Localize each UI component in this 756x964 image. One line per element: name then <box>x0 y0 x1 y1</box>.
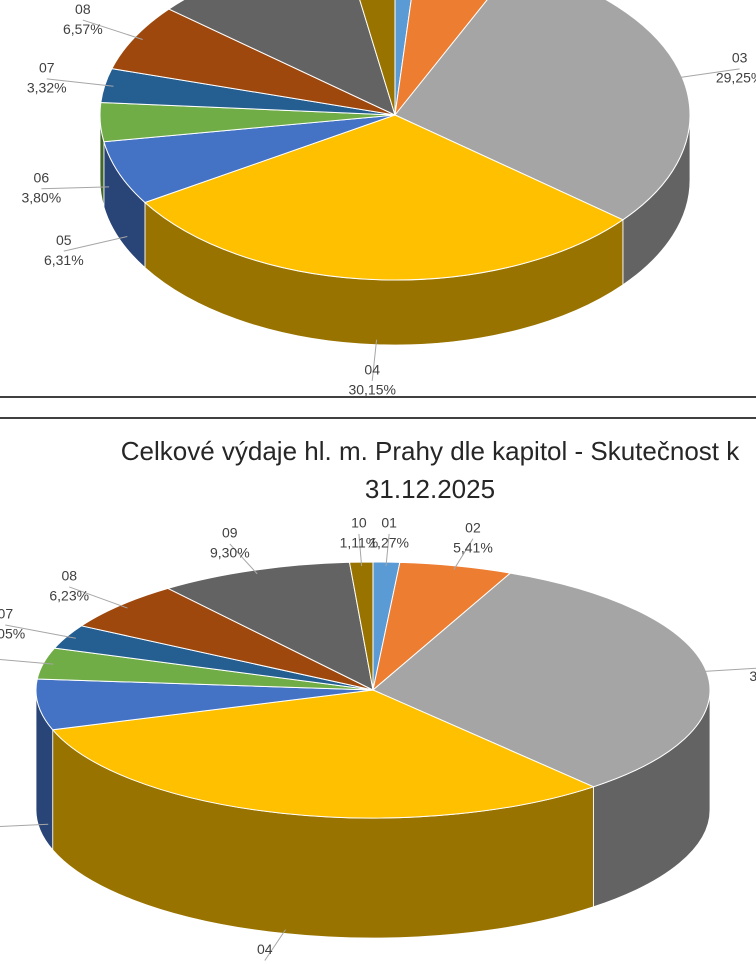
leader-line <box>41 186 110 190</box>
leader-line <box>264 929 286 961</box>
category-label: 03 <box>732 50 748 66</box>
category-label: 07 <box>39 60 55 76</box>
slice <box>359 0 396 116</box>
leader-line <box>82 19 143 41</box>
slice <box>143 114 624 281</box>
value-label: 1,27% <box>369 535 409 551</box>
leader-line <box>5 624 76 639</box>
chart-bottom: 011,27%025,41%0331,97%0431,32%056,40%063… <box>0 515 756 964</box>
category-label: 02 <box>465 519 481 535</box>
value-label: 3,80% <box>21 189 61 205</box>
value-label: 1,11% <box>340 535 379 551</box>
value-label: 31,97% <box>749 668 756 684</box>
category-label: 09 <box>222 525 238 541</box>
leader-line <box>46 78 114 87</box>
slice <box>103 114 396 204</box>
leader-line <box>358 533 363 566</box>
category-label: 08 <box>61 568 77 584</box>
value-label: 9,30% <box>210 545 250 561</box>
value-label: 3,05% <box>0 626 25 642</box>
leader-line <box>371 339 378 381</box>
leader-line <box>673 68 740 79</box>
category-label: 07 <box>0 606 13 622</box>
value-label: 3,32% <box>27 80 67 96</box>
category-label: 05 <box>56 232 72 248</box>
value-label: 31,32% <box>241 961 288 964</box>
leader-line <box>0 823 49 828</box>
slice <box>51 689 595 819</box>
value-label: 6,31% <box>44 252 84 268</box>
leader-line <box>453 538 474 570</box>
leader-line <box>385 533 390 566</box>
category-label: 10 <box>351 515 367 531</box>
chart-title: Celkové výdaje hl. m. Prahy dle kapitol … <box>120 436 740 504</box>
slice <box>35 678 374 731</box>
chart-top: 011,25%025,45%0329,25%0430,15%056,31%063… <box>21 0 756 398</box>
value-label: 5,41% <box>453 539 493 555</box>
leader-line <box>69 586 128 609</box>
value-label: 30,15% <box>348 382 395 398</box>
leader-line <box>0 658 54 665</box>
value-label: 6,57% <box>63 21 103 37</box>
category-label: 01 <box>381 515 397 531</box>
slice <box>167 0 396 116</box>
category-label: 06 <box>34 169 50 185</box>
value-label: 6,23% <box>49 588 89 604</box>
category-label: 04 <box>364 362 380 378</box>
leader-line <box>63 236 128 252</box>
leader-line <box>696 667 756 673</box>
category-label: 08 <box>75 1 91 17</box>
category-label: 04 <box>257 941 273 957</box>
leader-line <box>229 543 258 575</box>
value-label: 29,25% <box>716 70 756 86</box>
